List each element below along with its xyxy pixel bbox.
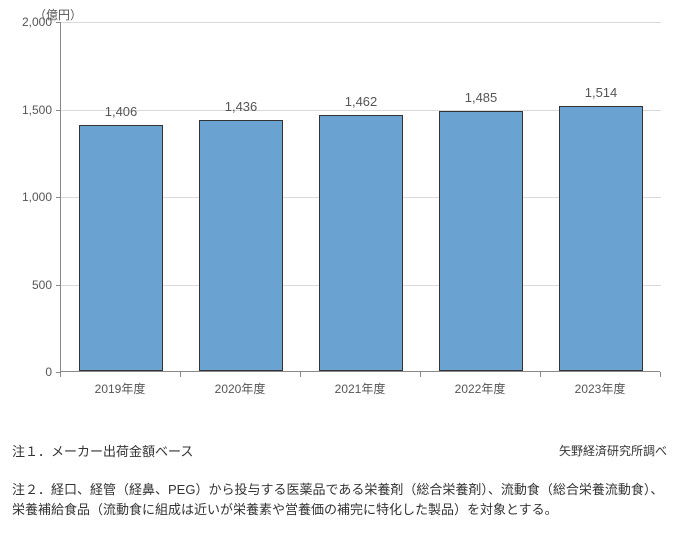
y-tick-label: 2,000 <box>2 15 52 29</box>
y-tick <box>56 22 61 23</box>
y-tick-label: 1,000 <box>2 190 52 204</box>
y-tick-label: 500 <box>2 278 52 292</box>
bar-value-label: 1,462 <box>345 94 378 109</box>
x-tick-label: 2021年度 <box>335 380 386 397</box>
bar-chart: 1,4061,4361,4621,4851,514 05001,0001,500… <box>60 22 660 397</box>
bar-value-label: 1,514 <box>585 85 618 100</box>
x-tick-label: 2022年度 <box>455 380 506 397</box>
bar <box>319 115 403 371</box>
y-tick <box>56 285 61 286</box>
x-tick <box>420 372 421 377</box>
x-tick-label: 2023年度 <box>575 380 626 397</box>
note-2: 注２．経口、経管（経鼻、PEG）から投与する医薬品である栄養剤（総合栄養剤）、流… <box>12 480 673 519</box>
plot-area: 1,406 1,436 1,462 1,485 1,514 <box>60 22 660 372</box>
x-tick <box>660 372 661 377</box>
bar <box>439 111 523 371</box>
bar <box>79 125 163 371</box>
x-tick-label: 2020年度 <box>215 380 266 397</box>
y-tick <box>56 110 61 111</box>
y-tick-label: 0 <box>2 365 52 379</box>
x-tick <box>540 372 541 377</box>
x-tick <box>180 372 181 377</box>
bar <box>199 120 283 371</box>
source-label: 矢野経済研究所調べ <box>559 442 667 459</box>
y-tick-label: 1,500 <box>2 103 52 117</box>
bar-value-label: 1,436 <box>225 99 258 114</box>
x-tick-label: 2019年度 <box>95 380 146 397</box>
x-tick <box>60 372 61 377</box>
y-tick <box>56 197 61 198</box>
x-tick <box>300 372 301 377</box>
bar-value-label: 1,406 <box>105 104 138 119</box>
bar <box>559 106 643 371</box>
gridline <box>61 22 661 23</box>
bar-value-label: 1,485 <box>465 90 498 105</box>
